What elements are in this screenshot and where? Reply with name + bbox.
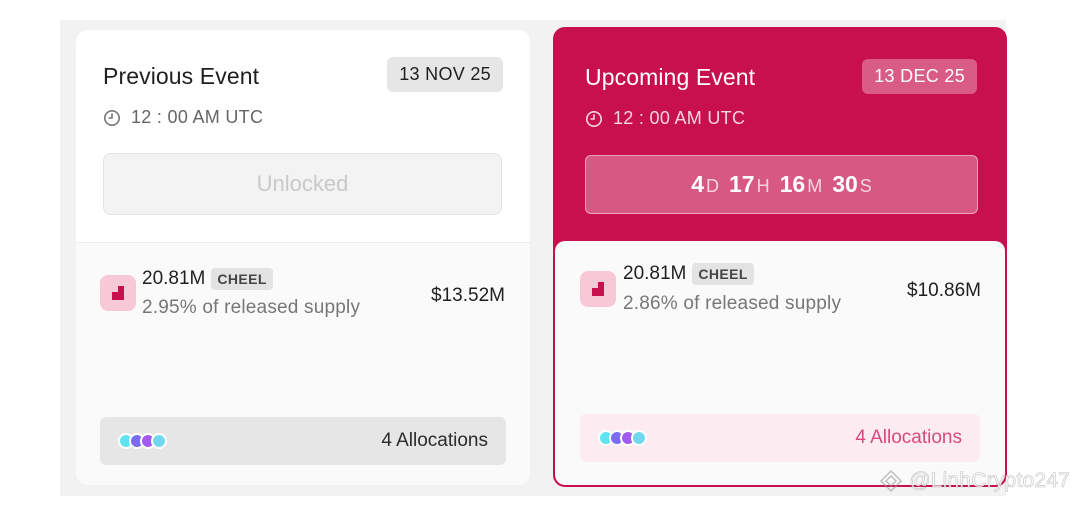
allocation-dot [631, 430, 647, 446]
upcoming-token-ticker: CHEEL [692, 263, 754, 285]
cheel-token-icon [100, 275, 136, 311]
countdown-days-unit: D [706, 176, 719, 196]
upcoming-event-date: 13 DEC 25 [862, 59, 977, 94]
diamond-logo-icon [880, 469, 903, 493]
allocation-dot [151, 433, 167, 449]
upcoming-allocations-label: 4 Allocations [855, 427, 962, 448]
upcoming-event-time: 12 : 00 AM UTC [613, 108, 746, 128]
watermark-text: @LinhCrypto247 [909, 469, 1070, 493]
watermark: @LinhCrypto247 [879, 469, 1070, 493]
previous-event-time-row: 12 : 00 AM UTC [103, 107, 263, 128]
upcoming-event-title: Upcoming Event [585, 64, 756, 90]
clock-icon [585, 110, 603, 127]
upcoming-token-amount-line: 20.81M CHEEL [623, 263, 754, 285]
previous-event-time: 12 : 00 AM UTC [131, 107, 264, 127]
upcoming-event-card: Upcoming Event 13 DEC 25 12 : 00 AM UTC … [553, 27, 1007, 487]
upcoming-supply-percent: 2.86% of released supply [623, 293, 842, 314]
unlocked-status-button[interactable]: Unlocked [103, 153, 502, 215]
countdown-days: 4 [691, 171, 704, 197]
countdown-minutes: 16 [779, 171, 806, 197]
previous-supply-percent: 2.95% of released supply [142, 297, 361, 318]
previous-token-ticker: CHEEL [211, 268, 273, 290]
upcoming-event-header: Upcoming Event 13 DEC 25 12 : 00 AM UTC … [555, 29, 1005, 242]
allocation-dots [118, 433, 170, 449]
clock-icon [103, 109, 121, 126]
upcoming-event-time-row: 12 : 00 AM UTC [585, 108, 745, 129]
countdown-hours: 17 [729, 171, 755, 197]
allocation-dots [598, 430, 650, 446]
upcoming-usd-value: $10.86M [907, 280, 981, 301]
previous-token-amount-line: 20.81M CHEEL [142, 268, 273, 290]
previous-event-date: 13 NOV 25 [387, 57, 503, 92]
previous-event-details: 20.81M CHEEL 2.95% of released supply $1… [76, 243, 530, 485]
upcoming-event-details: 20.81M CHEEL 2.86% of released supply $1… [555, 241, 1005, 485]
countdown-seconds-unit: S [859, 176, 872, 196]
cheel-token-icon [580, 271, 616, 307]
countdown-timer: 4 D 17 H 16 M 30 S [585, 155, 978, 214]
upcoming-token-amount: 20.81M [623, 263, 687, 284]
countdown-hours-unit: H [756, 176, 770, 196]
previous-allocations-button[interactable]: 4 Allocations [100, 417, 506, 465]
upcoming-allocations-button[interactable]: 4 Allocations [580, 414, 980, 462]
previous-usd-value: $13.52M [431, 285, 505, 306]
previous-allocations-label: 4 Allocations [381, 430, 488, 451]
previous-token-amount: 20.81M [142, 268, 206, 289]
previous-event-header: Previous Event 13 NOV 25 12 : 00 AM UTC … [76, 30, 530, 243]
countdown-minutes-unit: M [807, 176, 823, 196]
previous-event-title: Previous Event [103, 63, 260, 89]
previous-event-card: Previous Event 13 NOV 25 12 : 00 AM UTC … [76, 30, 530, 485]
countdown-seconds: 30 [832, 171, 858, 197]
